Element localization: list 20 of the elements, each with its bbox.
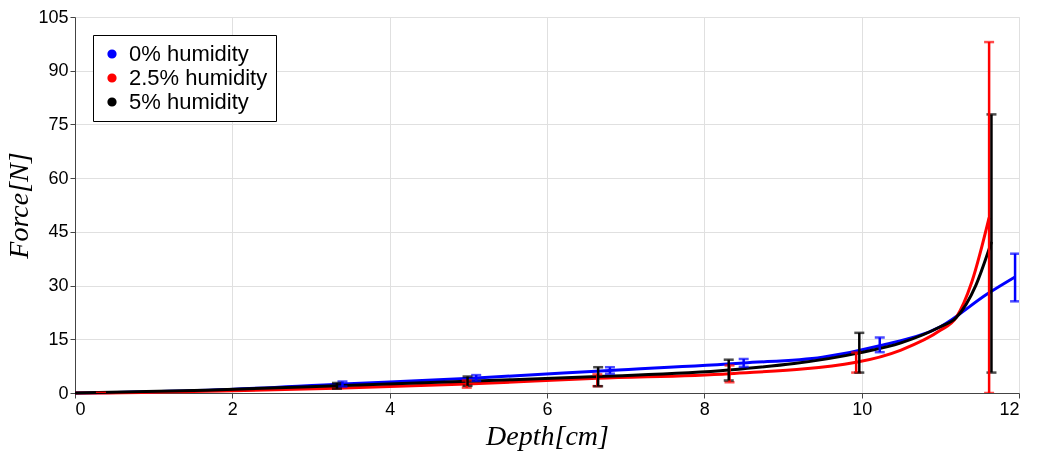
x-tick-label: 2: [227, 398, 238, 419]
y-axis-title: Force[N]: [3, 152, 35, 260]
legend-label: 0% humidity: [129, 41, 249, 66]
y-tick-label: 60: [48, 167, 69, 188]
x-tick-label: 4: [385, 398, 396, 419]
y-tick-label: 45: [48, 221, 69, 242]
legend-label: 5% humidity: [129, 89, 249, 114]
legend-label: 2.5% humidity: [129, 65, 268, 90]
y-tick-label: 0: [58, 382, 69, 403]
y-tick-label: 90: [48, 60, 69, 81]
x-tick-label: 8: [699, 398, 710, 419]
y-tick-label: 30: [48, 275, 69, 296]
x-tick-label: 10: [852, 398, 873, 419]
x-tick-label: 0: [75, 398, 86, 419]
y-tick-label: 75: [48, 113, 69, 134]
x-tick-label: 6: [542, 398, 553, 419]
x-tick-label: 12: [999, 398, 1020, 419]
y-tick-label: 15: [48, 328, 69, 349]
y-tick-label: 105: [38, 6, 69, 27]
x-axis-title: Depth[cm]: [485, 419, 609, 451]
